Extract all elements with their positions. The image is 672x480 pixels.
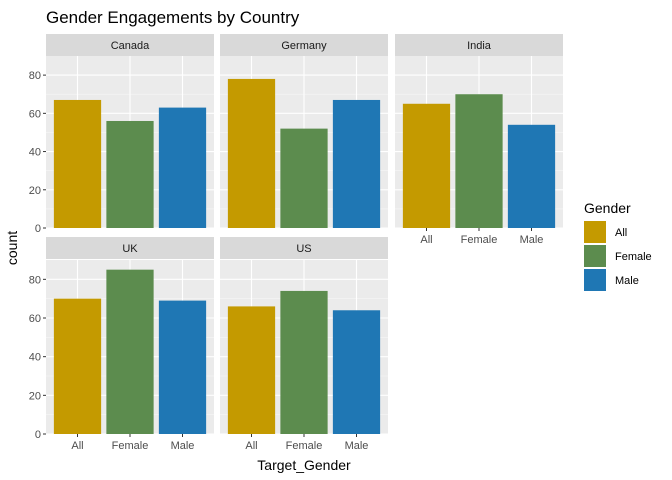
bar-us-male [332, 310, 381, 434]
x-tick-label: All [420, 234, 432, 246]
legend-label: Male [615, 275, 639, 287]
facet-strip [46, 237, 214, 259]
facet-label: US [296, 243, 311, 255]
facet-label: UK [122, 243, 138, 255]
bar-uk-all [53, 298, 102, 434]
x-tick-label: Female [112, 440, 149, 452]
facet-label: Germany [281, 40, 327, 52]
y-tick-label: 20 [29, 185, 41, 197]
panel-us: US All Female Male [220, 237, 388, 452]
panel-germany: Germany [220, 34, 388, 229]
y-tick-label: 20 [29, 390, 41, 402]
y-tick-label: 80 [29, 274, 41, 286]
chart-title: Gender Engagements by Country [46, 8, 300, 27]
x-tick-label: Female [286, 440, 323, 452]
panel-uk: UK 0 20 40 60 80 All Female Male [29, 237, 214, 452]
bar-us-all [227, 306, 276, 434]
y-tick-label: 0 [35, 429, 41, 441]
legend-label: All [615, 227, 627, 239]
bar-germany-female [280, 128, 328, 228]
x-tick-label: Male [171, 440, 195, 452]
bar-india-male [507, 124, 556, 228]
bar-canada-female [106, 120, 154, 228]
panel-india: India All Female Male [395, 34, 563, 246]
x-axis-title: Target_Gender [257, 457, 351, 473]
legend: Gender All Female Male [584, 200, 652, 291]
bar-india-female [455, 94, 503, 228]
legend-key-male [584, 269, 606, 291]
facet-panels: Canada 0 20 40 60 80 Germany India All Female Male… [29, 34, 563, 452]
y-axis-title: count [4, 231, 20, 265]
facet-label: India [467, 40, 492, 52]
legend-label: Female [615, 251, 652, 263]
y-tick-label: 0 [35, 223, 41, 235]
facet-label: Canada [111, 40, 150, 52]
x-tick-label: All [71, 440, 83, 452]
legend-title: Gender [584, 200, 631, 216]
legend-key-all [584, 221, 606, 243]
legend-key-female [584, 245, 606, 267]
bar-india-all [402, 103, 451, 228]
y-tick-label: 80 [29, 70, 41, 82]
facet-strip [395, 34, 563, 56]
y-tick-label: 40 [29, 147, 41, 159]
bar-us-female [280, 290, 328, 434]
bar-uk-female [106, 269, 154, 434]
facet-strip [220, 237, 388, 259]
y-tick-label: 40 [29, 352, 41, 364]
bar-canada-male [158, 107, 207, 228]
x-tick-label: Male [345, 440, 369, 452]
bar-uk-male [158, 300, 207, 434]
facet-strip [46, 34, 214, 56]
x-tick-label: Female [461, 234, 498, 246]
x-tick-label: All [245, 440, 257, 452]
x-tick-label: Male [520, 234, 544, 246]
bar-canada-all [53, 99, 102, 228]
facet-strip [220, 34, 388, 56]
y-tick-label: 60 [29, 108, 41, 120]
bar-germany-male [332, 99, 381, 228]
bar-germany-all [227, 78, 276, 228]
panel-canada: Canada 0 20 40 60 80 [29, 34, 214, 235]
y-tick-label: 60 [29, 313, 41, 325]
